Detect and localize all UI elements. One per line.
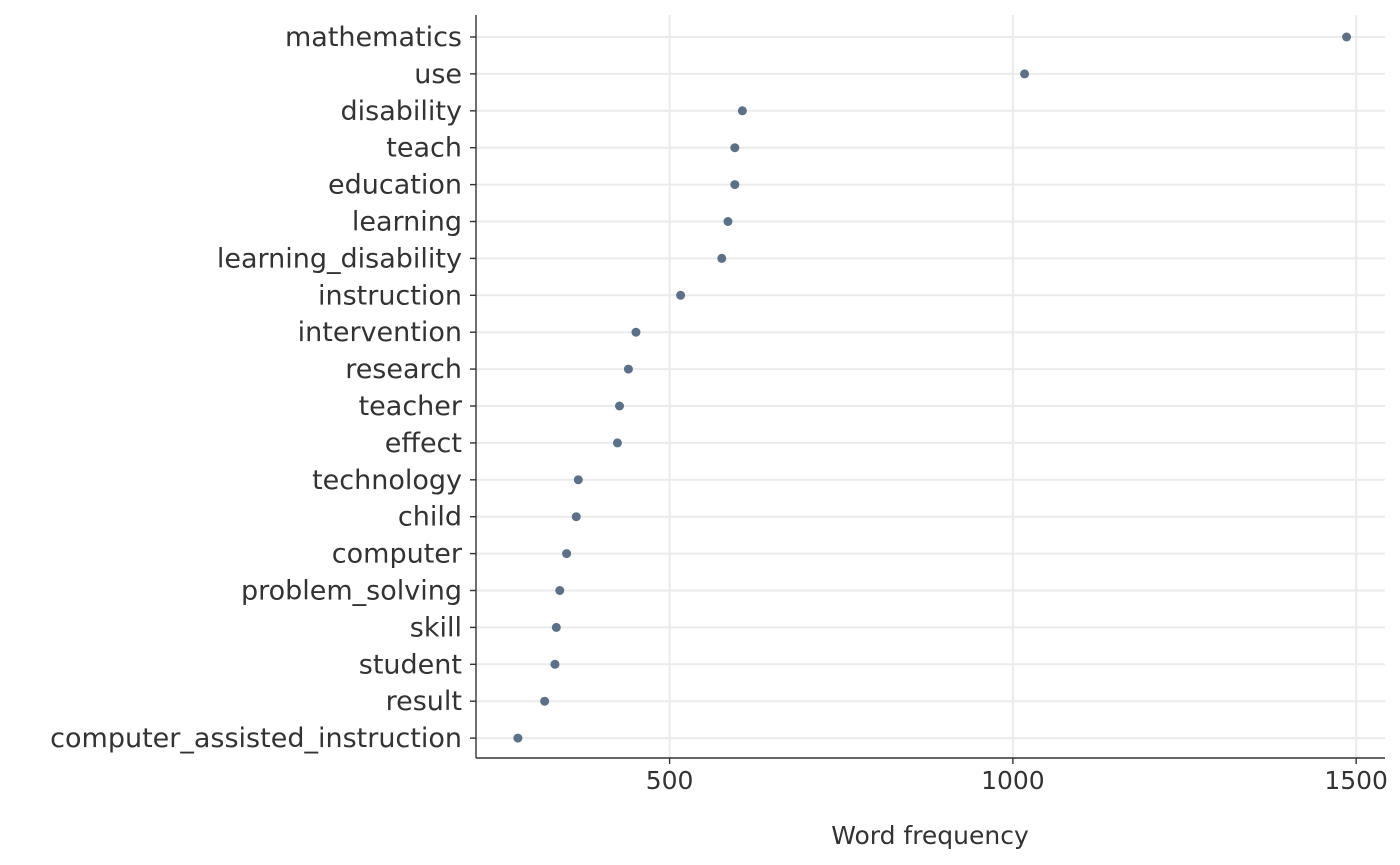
y-tick-label: skill: [410, 612, 462, 643]
y-tick-label: teach: [386, 133, 462, 164]
data-point: [676, 290, 686, 300]
y-tick-label: use: [414, 59, 462, 90]
y-tick-label: intervention: [298, 317, 462, 348]
data-point: [612, 438, 622, 448]
y-tick-label: computer: [332, 539, 463, 570]
data-point: [730, 143, 740, 153]
x-tick-label: 1000: [981, 766, 1045, 795]
data-point: [562, 549, 572, 559]
y-tick-label: learning_disability: [217, 243, 462, 274]
data-point: [631, 327, 641, 337]
data-point: [573, 475, 583, 485]
y-tick-label: student: [359, 649, 462, 680]
y-tick-label: computer_assisted_instruction: [50, 723, 462, 754]
x-tick-label: 500: [646, 766, 694, 795]
y-tick-label: result: [386, 686, 462, 717]
data-point: [550, 659, 560, 669]
y-tick-label: teacher: [359, 391, 463, 422]
y-tick-label: education: [328, 170, 462, 201]
x-axis-title: Word frequency: [831, 821, 1029, 850]
data-point: [555, 586, 565, 595]
data-point: [1020, 69, 1030, 79]
data-point: [614, 401, 624, 411]
data-point: [717, 253, 727, 263]
data-point: [737, 106, 747, 116]
data-point: [1342, 32, 1352, 42]
y-tick-label: technology: [312, 465, 462, 496]
data-point: [730, 180, 740, 190]
data-points: [513, 32, 1352, 743]
y-tick-label: effect: [385, 428, 462, 459]
data-point: [540, 696, 550, 706]
y-tick-label: disability: [341, 96, 462, 127]
axes: [470, 15, 1385, 764]
data-point: [723, 217, 733, 226]
y-tick-label: learning: [352, 207, 462, 238]
tick-labels: mathematics use disability teach education le…: [50, 22, 1388, 795]
y-tick-label: mathematics: [285, 22, 462, 53]
data-point: [623, 364, 633, 374]
data-point: [513, 733, 523, 743]
data-point: [551, 622, 561, 632]
y-tick-label: research: [345, 354, 462, 385]
grid-lines: [476, 15, 1385, 758]
x-tick-label: 1500: [1324, 766, 1388, 795]
data-point: [571, 512, 581, 522]
y-tick-label: instruction: [318, 280, 462, 311]
y-tick-label: problem_solving: [241, 576, 462, 607]
y-tick-label: child: [398, 502, 462, 533]
